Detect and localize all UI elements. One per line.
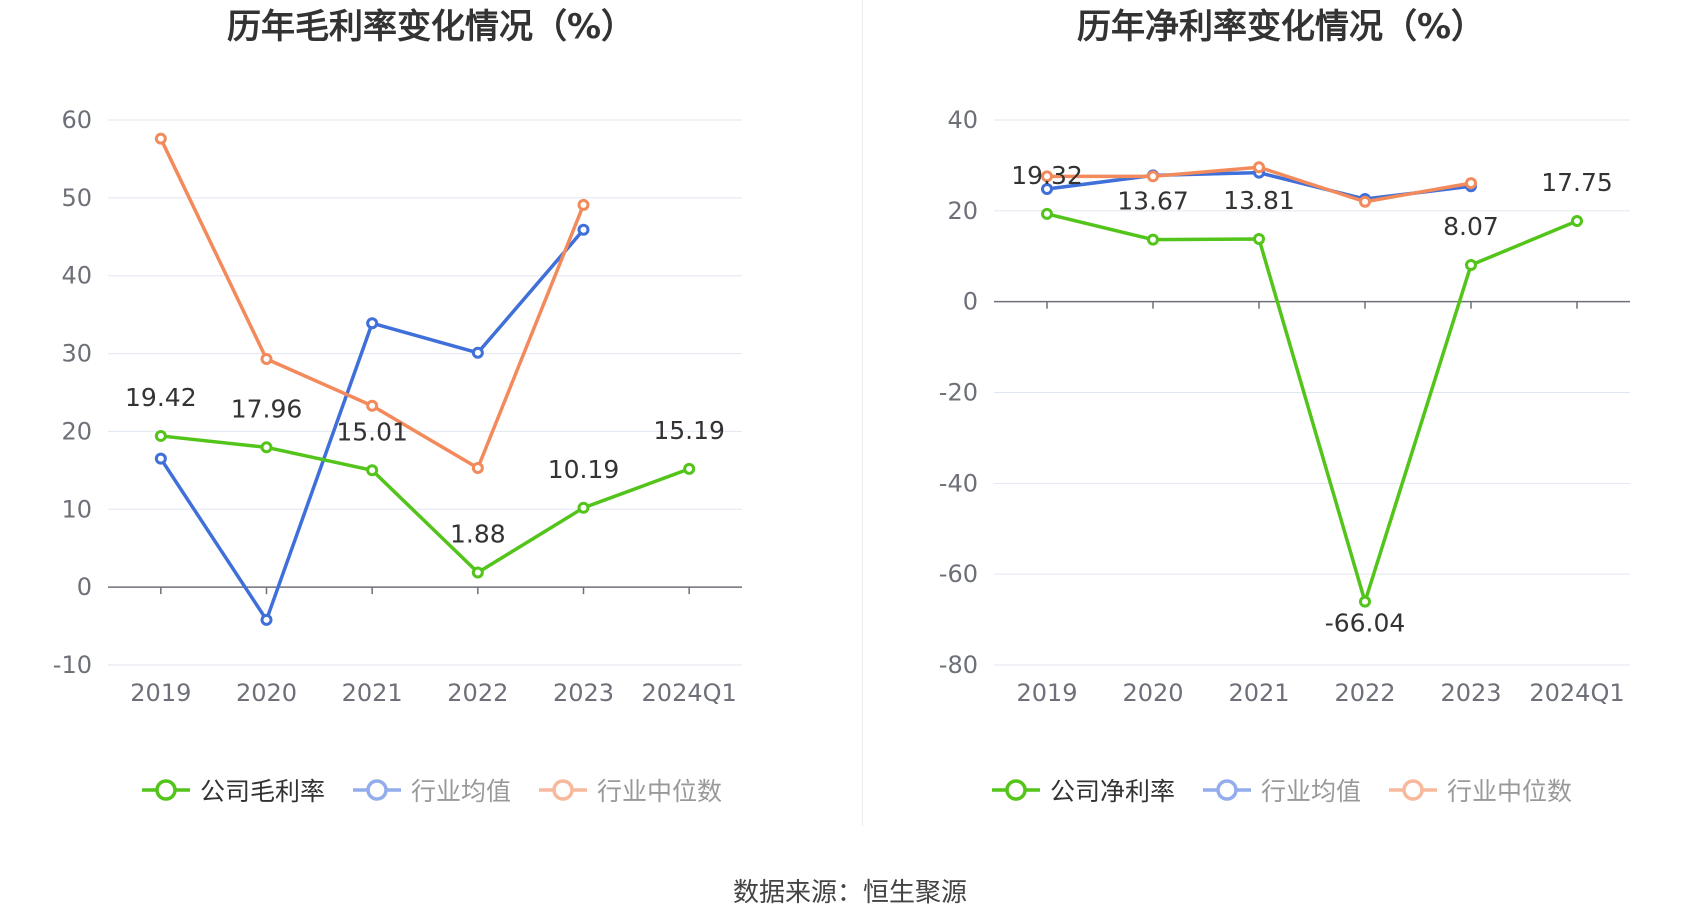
data-label: 13.67 — [1117, 187, 1189, 216]
legend-item[interactable]: 行业均值 — [351, 772, 511, 808]
legend-item[interactable]: 公司毛利率 — [140, 772, 325, 808]
data-point — [1571, 215, 1583, 228]
data-point — [577, 223, 590, 236]
legend-label: 公司毛利率 — [199, 777, 325, 806]
legend-swatch — [991, 779, 1040, 801]
chart-legend: 公司毛利率 行业均值 行业中位数 — [0, 772, 862, 808]
net-margin-chart: -80 -60 -40 -20 0 20 40 2019 2020 2021 2022 2023 202… — [939, 106, 1630, 707]
legend-item[interactable]: 行业中位数 — [537, 772, 722, 808]
data-point — [577, 198, 590, 211]
data-point — [471, 346, 484, 359]
y-tick-label: -40 — [939, 469, 978, 497]
data-point — [154, 429, 167, 442]
data-point — [366, 399, 379, 412]
y-tick-label: -20 — [939, 379, 978, 407]
x-tick-label: 2024Q1 — [1529, 679, 1624, 707]
data-point — [1465, 177, 1477, 190]
legend-swatch — [141, 779, 190, 801]
y-tick-label: 10 — [61, 495, 92, 523]
data-point — [366, 317, 379, 330]
data-point — [154, 452, 167, 465]
chart-title: 历年毛利率变化情况（%） — [226, 7, 636, 47]
x-tick-label: 2020 — [1122, 679, 1183, 707]
data-point — [1465, 259, 1477, 272]
data-point — [577, 501, 590, 514]
y-tick-label: -10 — [53, 651, 92, 679]
data-point — [1359, 195, 1371, 208]
series-line — [160, 434, 690, 575]
x-tick-label: 2022 — [447, 679, 508, 707]
data-label: 17.75 — [1541, 168, 1613, 197]
data-label: -66.04 — [1325, 609, 1406, 638]
data-label: 13.81 — [1223, 186, 1295, 215]
data-label: 19.42 — [125, 383, 197, 412]
data-label: 19.32 — [1011, 161, 1083, 190]
x-tick-label: 2023 — [553, 679, 614, 707]
legend-swatch — [352, 779, 401, 801]
panel-divider — [862, 0, 863, 826]
x-tick-label: 2021 — [1228, 679, 1289, 707]
data-point — [1041, 170, 1053, 183]
x-tick-label: 2020 — [236, 679, 297, 707]
x-tick-label: 2019 — [1016, 679, 1077, 707]
data-label: 8.07 — [1443, 212, 1499, 241]
net-margin-panel: 历年净利率变化情况（%） -80 -60 -40 -20 0 20 40 2019 2020 20… — [862, 0, 1700, 830]
legend-swatch — [1202, 779, 1251, 801]
y-tick-label: 0 — [963, 288, 978, 316]
x-tick-label: 2024Q1 — [642, 679, 737, 707]
data-point — [683, 462, 696, 475]
series-line — [1046, 212, 1578, 604]
data-label: 10.19 — [548, 455, 620, 484]
x-tick-label: 2023 — [1440, 679, 1501, 707]
y-tick-label: 40 — [61, 262, 92, 290]
legend-label: 行业中位数 — [1447, 777, 1573, 806]
y-tick-label: 0 — [77, 573, 92, 601]
data-point — [1253, 161, 1265, 174]
data-point — [260, 613, 273, 626]
legend-item[interactable]: 行业中位数 — [1387, 772, 1572, 808]
legend-label: 行业中位数 — [597, 777, 723, 806]
data-point — [1041, 207, 1053, 220]
data-point — [1147, 233, 1159, 246]
y-tick-label: 30 — [61, 340, 92, 368]
y-tick-label: 20 — [61, 417, 92, 445]
legend-swatch — [1389, 779, 1437, 801]
data-label: 1.88 — [450, 520, 506, 549]
x-tick-label: 2019 — [130, 679, 191, 707]
data-label: 17.96 — [231, 394, 303, 423]
legend-label: 行业均值 — [1260, 777, 1361, 806]
data-point — [471, 566, 484, 579]
data-point — [260, 441, 273, 454]
x-tick-label: 2022 — [1334, 679, 1395, 707]
chart-legend: 公司净利率 行业均值 行业中位数 — [862, 772, 1700, 808]
data-point — [1253, 232, 1265, 245]
data-source-label: 数据来源：恒生聚源 — [732, 878, 967, 908]
data-label: 15.19 — [653, 416, 725, 445]
chart-title: 历年净利率变化情况（%） — [1076, 7, 1486, 47]
data-point — [260, 353, 273, 366]
y-tick-label: 20 — [947, 197, 978, 225]
data-point — [1359, 595, 1371, 608]
y-tick-label: 40 — [947, 106, 978, 134]
x-tick-label: 2021 — [342, 679, 403, 707]
data-point — [366, 464, 379, 477]
y-tick-label: 60 — [61, 106, 92, 134]
data-point — [1147, 170, 1159, 183]
data-point — [154, 132, 167, 145]
legend-swatch — [539, 779, 587, 801]
gross-margin-panel: 历年毛利率变化情况（%） -10 0 10 20 30 40 50 60 2019 2020 202… — [0, 0, 862, 830]
data-point — [471, 462, 484, 475]
data-label: 15.01 — [336, 417, 408, 446]
y-tick-label: 50 — [61, 184, 92, 212]
y-tick-label: -80 — [939, 651, 978, 679]
legend-label: 行业均值 — [410, 777, 511, 806]
legend-item[interactable]: 行业均值 — [1201, 772, 1361, 808]
gross-margin-chart: -10 0 10 20 30 40 50 60 2019 2020 2021 2022 2023 2024… — [53, 106, 742, 707]
legend-label: 公司净利率 — [1049, 777, 1175, 806]
data-point — [1041, 183, 1053, 196]
y-tick-label: -60 — [939, 560, 978, 588]
legend-item[interactable]: 公司净利率 — [990, 772, 1175, 808]
